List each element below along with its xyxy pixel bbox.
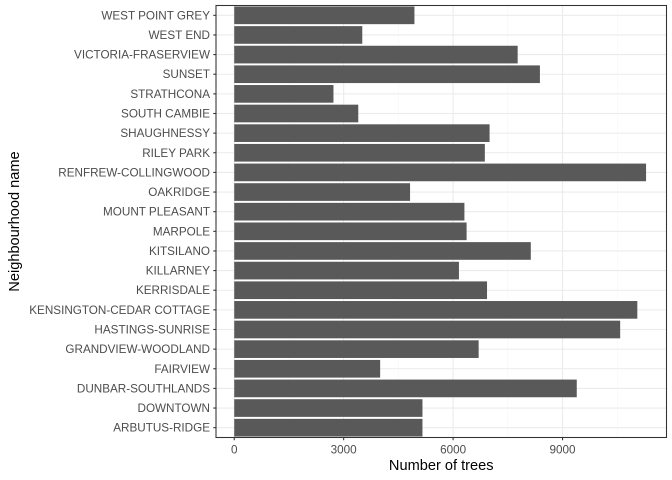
plot-panel-border <box>215 4 668 439</box>
bar <box>234 359 381 378</box>
x-tick-label: 0 <box>231 444 238 457</box>
y-tick-label: SOUTH CAMBIE <box>121 108 210 121</box>
y-tick-label: STRATHCONA <box>130 88 210 101</box>
y-tick-label: GRANDVIEW-WOODLAND <box>65 343 210 356</box>
y-axis-ticks: ARBUTUS-RIDGE DOWNTOWN DUNBAR-SOUTHLANDS FA… <box>29 9 216 435</box>
bar <box>234 320 621 339</box>
y-tick-label: KERRISDALE <box>136 284 210 297</box>
bar <box>234 222 467 241</box>
bar <box>234 418 423 437</box>
y-tick-label: WEST POINT GREY <box>101 9 210 22</box>
y-tick-label: KENSINGTON-CEDAR COTTAGE <box>29 304 210 317</box>
bar <box>234 163 647 182</box>
x-tick-label: 9000 <box>550 444 577 457</box>
bar <box>234 26 363 44</box>
x-axis-ticks: 0 3000 6000 9000 <box>231 437 577 457</box>
y-tick-label: KITSILANO <box>149 245 210 258</box>
y-tick-label: MARPOLE <box>153 225 210 238</box>
y-tick-label: SUNSET <box>163 68 210 81</box>
x-axis-title: Number of trees <box>389 458 494 474</box>
y-tick-label: OAKRIDGE <box>148 186 210 199</box>
y-tick-label: FAIRVIEW <box>154 363 210 376</box>
bar <box>234 6 415 25</box>
bar <box>234 143 485 162</box>
bar <box>234 242 531 260</box>
y-tick-label: MOUNT PLEASANT <box>103 206 210 219</box>
bars <box>234 6 647 437</box>
y-tick-label: HASTINGS-SUNRISE <box>94 324 210 337</box>
bar <box>234 301 638 319</box>
y-axis-title: Neighbourhood name <box>7 151 23 291</box>
y-tick-label: VICTORIA-FRASERVIEW <box>74 49 210 62</box>
bar <box>234 202 465 221</box>
bar <box>234 281 488 300</box>
x-tick-label: 6000 <box>440 444 467 457</box>
y-tick-label: SHAUGHNESSY <box>120 127 210 140</box>
y-tick-label: RILEY PARK <box>142 147 210 160</box>
bar <box>234 104 359 123</box>
bar <box>234 340 479 358</box>
bar <box>234 45 518 64</box>
bar <box>234 85 334 103</box>
bar <box>234 124 490 142</box>
y-tick-label: DOWNTOWN <box>138 402 211 415</box>
y-tick-label: DUNBAR-SOUTHLANDS <box>77 382 210 395</box>
bar <box>234 379 577 398</box>
y-tick-label: ARBUTUS-RIDGE <box>113 422 210 435</box>
y-tick-label: WEST END <box>149 29 210 42</box>
bar <box>234 65 540 84</box>
x-tick-label: 3000 <box>331 444 358 457</box>
bar <box>234 399 423 417</box>
bar <box>234 183 411 201</box>
y-tick-label: KILLARNEY <box>146 265 211 278</box>
y-tick-label: RENFREW-COLLINGWOOD <box>58 166 210 179</box>
bar <box>234 261 459 280</box>
